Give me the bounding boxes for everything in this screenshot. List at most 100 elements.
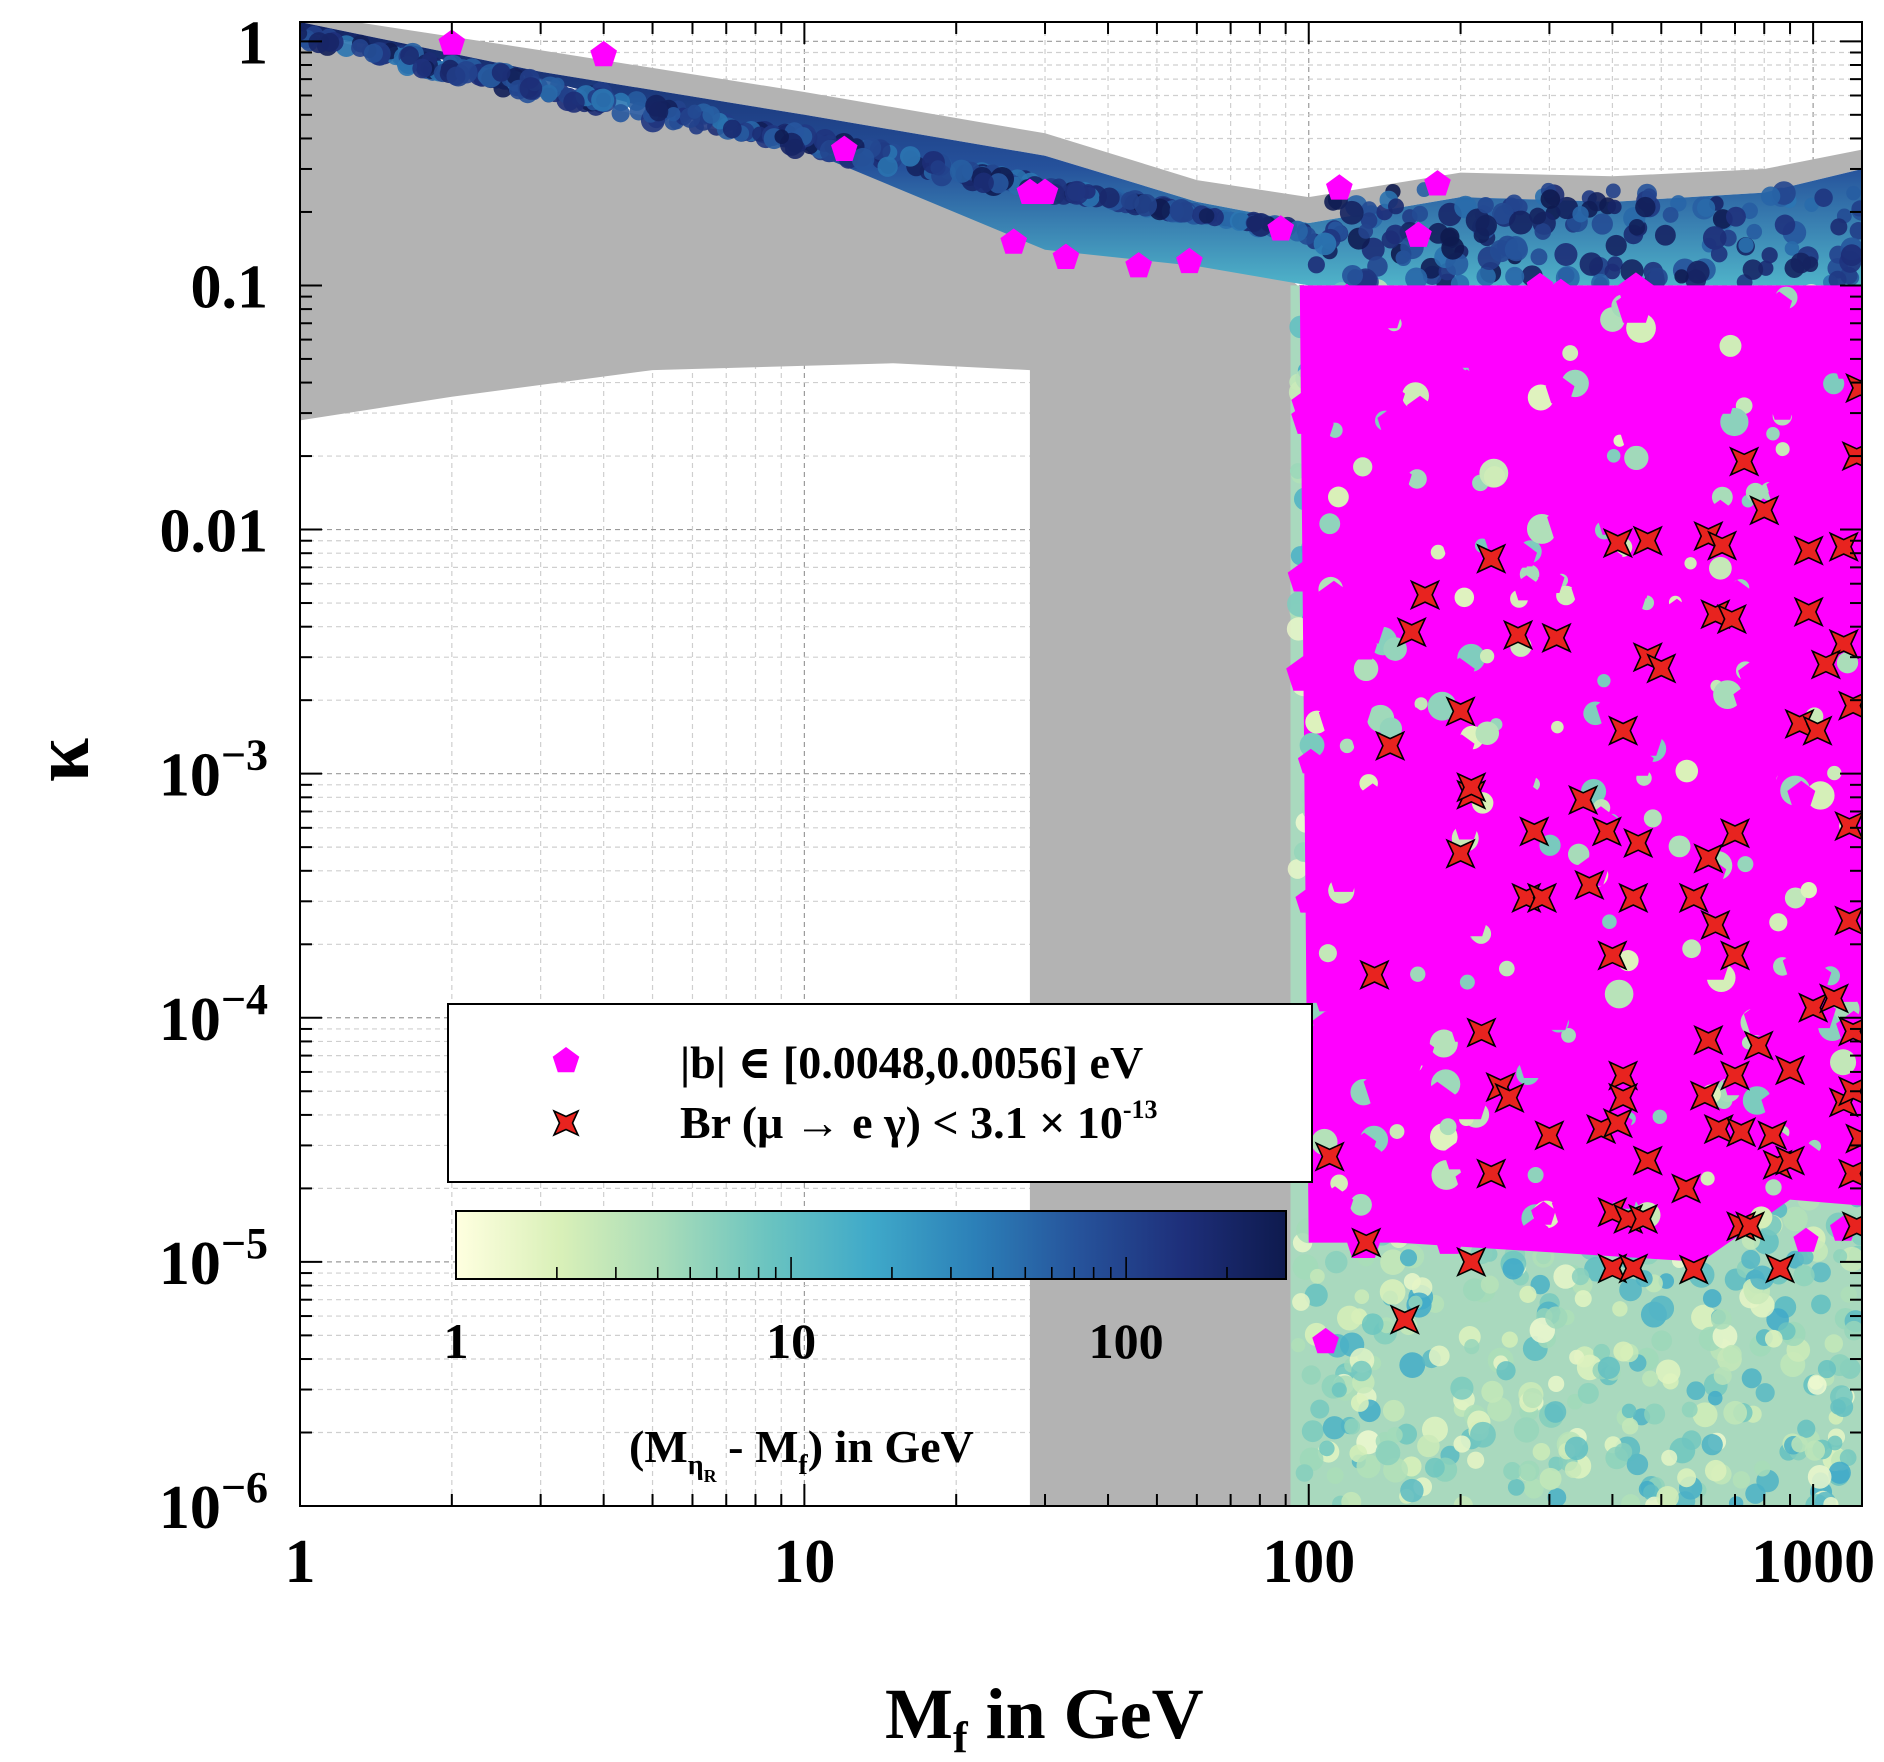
- scan-point: [1518, 995, 1554, 1029]
- star-point: [1494, 1082, 1525, 1113]
- scan-point: [1551, 720, 1564, 734]
- legend: |b| ∈ [0.0048,0.0056] eV Br (μ → e γ) < …: [447, 1003, 1313, 1183]
- scan-point: [1375, 1440, 1401, 1466]
- series-star-points: [1314, 372, 1862, 1335]
- scan-point: [491, 63, 511, 82]
- scan-point: [1676, 309, 1712, 343]
- scan-point: [1654, 224, 1676, 246]
- scan-point: [1523, 1478, 1544, 1499]
- scan-point: [1652, 1109, 1667, 1124]
- scan-point: [1301, 1420, 1324, 1443]
- scan-point: [1787, 963, 1820, 995]
- pentagon-point: [1295, 887, 1323, 913]
- scan-point: [1824, 1334, 1844, 1353]
- scan-point: [1480, 1275, 1499, 1294]
- scan-point: [1526, 272, 1554, 299]
- star-point: [1719, 940, 1751, 971]
- scan-point: [1505, 194, 1523, 212]
- scan-point: [1817, 1359, 1837, 1379]
- scan-point: [1558, 267, 1575, 284]
- scan-point: [1707, 1390, 1723, 1406]
- scan-point: [1353, 457, 1373, 477]
- scan-point: [1677, 1000, 1715, 1036]
- scan-point: [1407, 395, 1433, 421]
- scan-point: [1572, 206, 1589, 223]
- scan-point: [1607, 199, 1622, 215]
- scan-point: [1624, 445, 1649, 471]
- pentagon-point: [831, 135, 858, 161]
- scan-point: [702, 106, 721, 124]
- scan-point: [1702, 1289, 1722, 1308]
- scan-point: [1508, 437, 1536, 464]
- scan-point: [1410, 966, 1426, 982]
- scan-point: [1527, 1167, 1544, 1184]
- scan-point: [1483, 466, 1506, 488]
- scan-point: [1702, 226, 1727, 250]
- scan-point: [1733, 683, 1763, 712]
- scan-point: [1417, 819, 1447, 848]
- scan-point: [1843, 951, 1862, 983]
- scan-point: [1508, 210, 1533, 235]
- scan-point: [1604, 979, 1634, 1009]
- scan-point: [1804, 1440, 1826, 1461]
- scan-point: [1440, 227, 1460, 247]
- scan-point: [1344, 1418, 1361, 1435]
- star-point: [1618, 1253, 1649, 1284]
- scan-point: [930, 160, 946, 176]
- scan-point: [1443, 1141, 1473, 1170]
- y-axis-ticks: 1 0.1 0.01 10−3 10−4 10−5 10−6: [159, 9, 1862, 1542]
- scan-point: [1786, 818, 1818, 849]
- scan-point: [1846, 185, 1861, 201]
- scan-point: [1381, 827, 1413, 858]
- scan-point: [1534, 223, 1552, 240]
- scan-point: [1099, 187, 1120, 209]
- scan-point: [1454, 816, 1479, 840]
- scan-point: [1519, 1285, 1537, 1303]
- scan-point: [1361, 201, 1378, 217]
- scan-point: [1377, 408, 1404, 434]
- scan-point: [1475, 721, 1500, 745]
- scan-point: [1719, 334, 1742, 357]
- scan-point: [1783, 1206, 1808, 1232]
- scan-point: [1464, 1339, 1480, 1355]
- scan-point: [1661, 1449, 1678, 1466]
- scan-point: [1483, 599, 1509, 624]
- scan-point: [1435, 731, 1474, 768]
- scan-point: [1388, 1015, 1425, 1050]
- scan-point: [1746, 586, 1772, 611]
- scan-point: [1803, 854, 1829, 880]
- scan-point: [1742, 259, 1764, 280]
- scan-point: [1686, 1381, 1706, 1401]
- star-point: [1476, 543, 1507, 574]
- scan-point: [949, 159, 974, 183]
- scan-point: [1790, 615, 1814, 638]
- y-tick-label: 10−4: [159, 975, 268, 1054]
- scan-point: [1807, 1375, 1827, 1395]
- scan-point: [1697, 198, 1716, 217]
- scan-point: [1621, 1494, 1641, 1506]
- scan-point: [1450, 1376, 1474, 1400]
- scan-point: [1780, 388, 1809, 415]
- scan-point: [1574, 1290, 1592, 1308]
- scan-point: [1553, 1264, 1578, 1289]
- star-point: [1541, 622, 1572, 653]
- scan-point: [1607, 256, 1623, 272]
- scan-point: [1481, 1380, 1504, 1403]
- scan-point: [1388, 198, 1404, 215]
- legend-box: [447, 1003, 1313, 1183]
- star-point: [1834, 905, 1862, 936]
- scan-point: [1538, 567, 1565, 593]
- star-point: [1774, 1145, 1806, 1176]
- scan-point: [1791, 1435, 1808, 1453]
- scan-point: [1618, 417, 1649, 446]
- scan-point: [722, 119, 742, 139]
- star-point: [1818, 983, 1850, 1014]
- scan-point: [1651, 1330, 1673, 1352]
- scan-point: [1642, 1127, 1675, 1159]
- scan-point: [1644, 1403, 1666, 1425]
- scan-point: [1830, 1399, 1846, 1415]
- scan-point: [1823, 1496, 1839, 1506]
- scan-point: [1564, 1436, 1589, 1461]
- scan-point: [1593, 1343, 1611, 1361]
